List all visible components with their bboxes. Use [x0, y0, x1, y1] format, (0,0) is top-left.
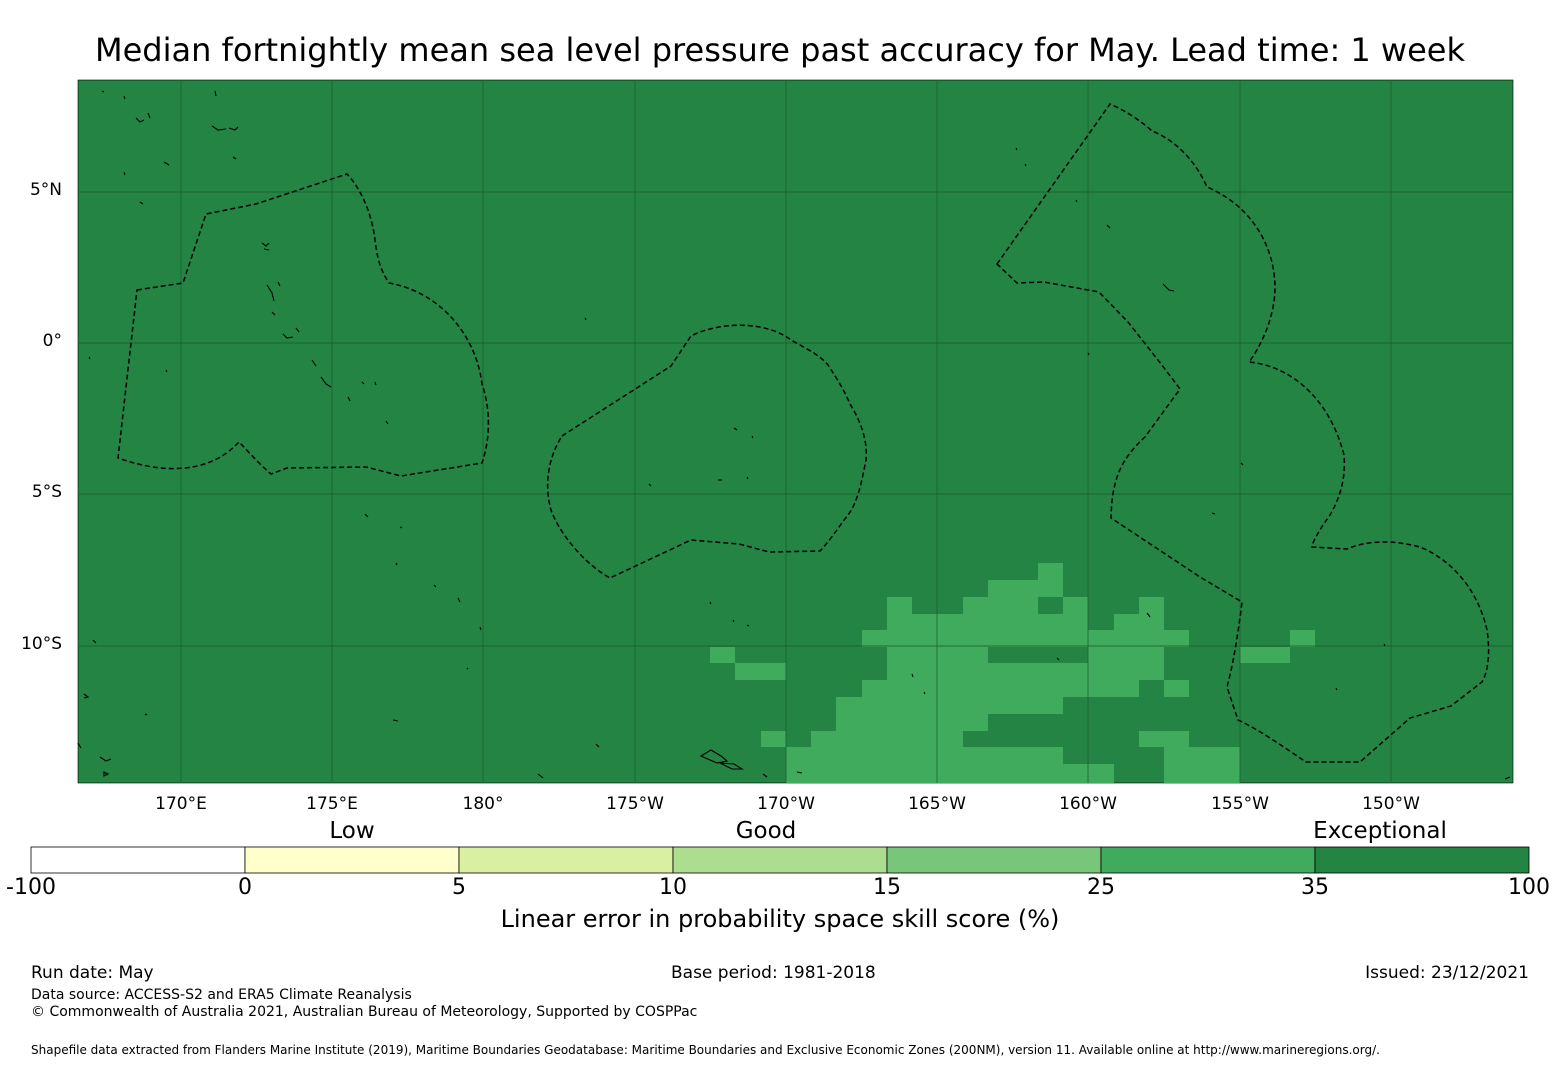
- lon-label-160w: 160°W: [1059, 794, 1117, 814]
- lon-label-170w: 170°W: [757, 794, 815, 814]
- lon-label-150w: 150°W: [1362, 794, 1420, 814]
- data-source: Data source: ACCESS-S2 and ERA5 Climate …: [31, 987, 412, 1003]
- lon-label-175e: 175°E: [306, 794, 358, 814]
- lon-label-165w: 165°W: [908, 794, 966, 814]
- lon-label-180: 180°: [462, 794, 504, 814]
- colorbar: [30, 846, 1530, 874]
- colorbar-box-5: [886, 846, 1102, 874]
- shapefile-credit: Shapefile data extracted from Flanders M…: [31, 1043, 1380, 1057]
- map-gridlines: [78, 80, 1513, 783]
- colorbar-tick: 15: [873, 875, 901, 900]
- colorbar-tick: 5: [452, 875, 466, 900]
- colorbar-tick: 100: [1508, 875, 1550, 900]
- lon-label-175w: 175°W: [606, 794, 664, 814]
- eez-tokelau-samoa: [546, 324, 868, 579]
- copyright: © Commonwealth of Australia 2021, Austra…: [31, 1004, 698, 1020]
- colorbar-box-1: [30, 846, 246, 874]
- colorbar-box-6: [1100, 846, 1316, 874]
- colorbar-tick: 10: [659, 875, 687, 900]
- colorbar-box-4: [672, 846, 888, 874]
- eez-kiribati-gilbert: [117, 173, 490, 477]
- base-period: Base period: 1981-2018: [671, 963, 876, 983]
- run-date: Run date: May: [31, 963, 154, 983]
- lat-label-5n: 5°N: [29, 180, 62, 200]
- category-label-exceptional: Exceptional: [1313, 818, 1447, 844]
- map-background: [77, 79, 1514, 784]
- colorbar-tick: -100: [6, 875, 56, 900]
- lon-label-155w: 155°W: [1211, 794, 1269, 814]
- colorbar-box-3: [458, 846, 674, 874]
- chart-title: Median fortnightly mean sea level pressu…: [94, 31, 1465, 69]
- colorbar-box-7: [1314, 846, 1530, 874]
- colorbar-tick: 25: [1087, 875, 1115, 900]
- colorbar-box-2: [244, 846, 460, 874]
- lat-label-10s: 10°S: [21, 634, 62, 654]
- lat-label-0: 0°: [42, 331, 62, 351]
- lon-label-170e: 170°E: [155, 794, 207, 814]
- lat-label-5s: 5°S: [31, 482, 62, 502]
- issued-date: Issued: 23/12/2021: [1365, 963, 1529, 983]
- coastlines: [77, 90, 1511, 780]
- map-figure: [30, 79, 1530, 874]
- colorbar-tick: 35: [1301, 875, 1329, 900]
- colorbar-label: Linear error in probability space skill …: [500, 905, 1060, 933]
- category-label-good: Good: [735, 818, 797, 844]
- colorbar-tick: 0: [238, 875, 252, 900]
- category-label-low: Low: [329, 818, 375, 844]
- eez-boundaries: [117, 103, 1490, 763]
